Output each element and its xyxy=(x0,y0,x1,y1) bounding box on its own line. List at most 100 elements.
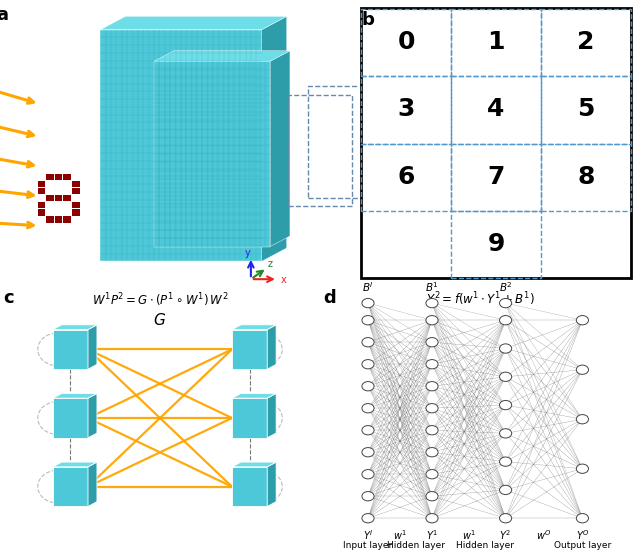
Polygon shape xyxy=(232,325,276,329)
Circle shape xyxy=(362,492,374,501)
Bar xyxy=(38,202,45,208)
Bar xyxy=(451,211,541,278)
Text: x: x xyxy=(280,275,286,285)
Text: $Y^2=f(w^1\cdot Y^1+B^1)$: $Y^2=f(w^1\cdot Y^1+B^1)$ xyxy=(426,291,534,309)
Text: Hidden layer: Hidden layer xyxy=(387,541,445,550)
Circle shape xyxy=(500,316,512,325)
Text: Hidden layer: Hidden layer xyxy=(456,541,514,550)
Circle shape xyxy=(362,382,374,391)
Polygon shape xyxy=(268,393,276,438)
Bar xyxy=(38,181,45,187)
Text: 5: 5 xyxy=(577,97,595,122)
Polygon shape xyxy=(100,16,287,30)
Circle shape xyxy=(362,360,374,369)
Text: $Y^O$: $Y^O$ xyxy=(575,528,589,542)
Polygon shape xyxy=(232,462,276,467)
Circle shape xyxy=(500,372,512,382)
Text: $w^1$: $w^1$ xyxy=(462,528,476,542)
Text: 2: 2 xyxy=(577,30,595,54)
Text: Input layer: Input layer xyxy=(344,541,392,550)
Bar xyxy=(451,9,541,76)
Text: $B^2$: $B^2$ xyxy=(499,280,513,294)
Bar xyxy=(38,210,45,216)
Circle shape xyxy=(576,464,589,474)
Circle shape xyxy=(576,514,589,523)
Polygon shape xyxy=(232,398,268,438)
Bar xyxy=(55,174,63,180)
Text: 7: 7 xyxy=(487,164,505,189)
Text: $Y^1$: $Y^1$ xyxy=(426,528,438,542)
Text: 9: 9 xyxy=(487,232,505,256)
Text: 6: 6 xyxy=(397,164,415,189)
Polygon shape xyxy=(232,329,268,369)
Circle shape xyxy=(500,485,512,494)
Text: Output layer: Output layer xyxy=(554,541,611,550)
Circle shape xyxy=(362,404,374,413)
Polygon shape xyxy=(53,467,88,507)
Bar xyxy=(72,181,79,187)
Bar xyxy=(46,174,54,180)
Polygon shape xyxy=(53,462,97,467)
Polygon shape xyxy=(88,325,97,369)
Text: $w^1$: $w^1$ xyxy=(393,528,407,542)
Circle shape xyxy=(362,470,374,479)
Polygon shape xyxy=(88,393,97,438)
Bar xyxy=(55,217,63,223)
Text: 3: 3 xyxy=(397,97,415,122)
Polygon shape xyxy=(268,462,276,507)
Polygon shape xyxy=(154,61,270,246)
Bar xyxy=(541,144,631,211)
Text: $Y^I$: $Y^I$ xyxy=(363,528,373,542)
Circle shape xyxy=(362,514,374,523)
Text: d: d xyxy=(323,289,336,307)
Bar xyxy=(55,195,63,201)
Circle shape xyxy=(426,448,438,457)
Circle shape xyxy=(576,365,589,375)
Circle shape xyxy=(500,428,512,438)
Polygon shape xyxy=(268,325,276,369)
Circle shape xyxy=(426,338,438,347)
Polygon shape xyxy=(100,30,262,261)
Text: b: b xyxy=(361,11,374,29)
Bar xyxy=(63,217,71,223)
Bar xyxy=(38,188,45,194)
Polygon shape xyxy=(262,16,287,261)
Circle shape xyxy=(426,382,438,391)
Circle shape xyxy=(426,360,438,369)
Circle shape xyxy=(426,316,438,325)
Bar xyxy=(72,210,79,216)
Circle shape xyxy=(362,448,374,457)
Bar xyxy=(46,217,54,223)
Text: c: c xyxy=(3,289,14,307)
Bar xyxy=(541,9,631,76)
Polygon shape xyxy=(270,51,290,246)
Circle shape xyxy=(426,426,438,435)
Bar xyxy=(63,174,71,180)
Polygon shape xyxy=(232,393,276,398)
Bar xyxy=(451,144,541,211)
Text: $B^I$: $B^I$ xyxy=(362,280,374,294)
Circle shape xyxy=(426,492,438,501)
Circle shape xyxy=(500,457,512,466)
Circle shape xyxy=(576,415,589,424)
Polygon shape xyxy=(53,393,97,398)
Circle shape xyxy=(500,344,512,353)
Bar xyxy=(72,188,79,194)
Text: a: a xyxy=(0,6,8,24)
Bar xyxy=(72,202,79,208)
Text: 4: 4 xyxy=(487,97,505,122)
Text: $G$: $G$ xyxy=(154,312,166,328)
Circle shape xyxy=(426,514,438,523)
Bar xyxy=(451,76,541,144)
Circle shape xyxy=(500,514,512,523)
Circle shape xyxy=(362,316,374,325)
Bar xyxy=(46,195,54,201)
Polygon shape xyxy=(53,329,88,369)
Polygon shape xyxy=(88,462,97,507)
Bar xyxy=(63,195,71,201)
Polygon shape xyxy=(53,398,88,438)
Text: $w^O$: $w^O$ xyxy=(536,528,552,542)
Polygon shape xyxy=(154,51,290,61)
Text: 0: 0 xyxy=(397,30,415,54)
Text: $B^1$: $B^1$ xyxy=(425,280,439,294)
